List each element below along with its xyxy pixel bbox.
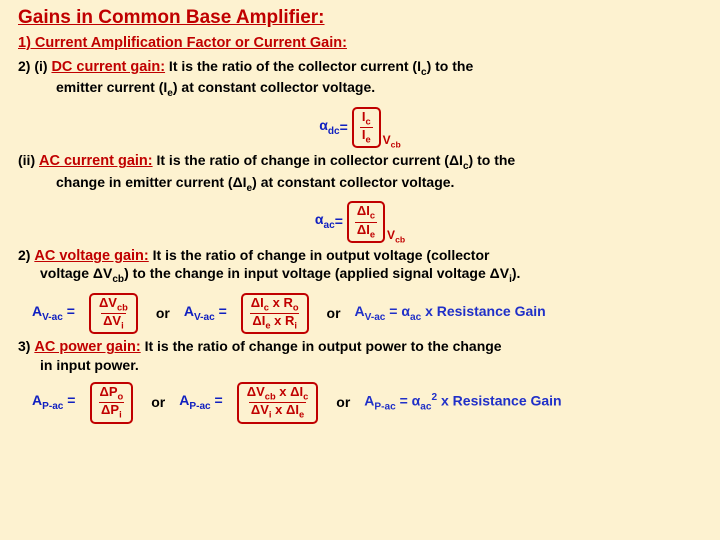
secP-line2: in input power.: [40, 357, 139, 373]
secP-def: It is the ratio of change in output powe…: [141, 338, 502, 354]
ap-1: AP-ac =: [32, 392, 76, 413]
sec2-line2a: emitter current (I: [56, 79, 167, 95]
frac-dpo-dpi: ΔPo ΔPi: [90, 382, 134, 424]
or-4: or: [336, 394, 350, 412]
or-1: or: [156, 305, 170, 323]
ap-alt: AP-ac = αac2 x Resistance Gain: [364, 392, 561, 414]
secP-prefix: 3): [18, 338, 34, 354]
frac-dic-die: ΔIc ΔIe: [347, 201, 385, 243]
sec2ii-prefix: (ii): [18, 152, 39, 168]
secV-label: AC voltage gain:: [34, 248, 148, 264]
or-3: or: [151, 394, 165, 412]
av-2: AV-ac =: [184, 303, 227, 324]
sec2-def-b: ) to the: [427, 58, 474, 74]
frac-ic-ie: Ic Ie: [352, 107, 381, 149]
formula-alpha-dc: αdc = Ic Ie Vcb: [18, 107, 702, 149]
slide-title: Gains in Common Base Amplifier:: [18, 6, 702, 30]
alpha-ac: αac: [315, 211, 335, 232]
section-2i: 2) (i) DC current gain: It is the ratio …: [18, 58, 702, 101]
alpha-dc: αdc: [319, 117, 339, 138]
secV-line2: voltage ΔVcb) to the change in input vol…: [40, 265, 520, 281]
section-2ii: (ii) AC current gain: It is the ratio of…: [18, 152, 702, 195]
secP-label: AC power gain:: [34, 339, 140, 355]
sec2ii-def-a: It is the ratio of change in collector c…: [153, 152, 463, 168]
frac-dic-ro: ΔIc x Ro ΔIe x Ri: [241, 293, 309, 335]
sec2ii-line2b: ) at constant collector voltage.: [252, 174, 454, 190]
slide: Gains in Common Base Amplifier: 1) Curre…: [0, 0, 720, 434]
frac-dvcb-dvi: ΔVcb ΔVi: [89, 293, 138, 335]
av-alt: AV-ac = αac x Resistance Gain: [355, 303, 546, 324]
ap-2: AP-ac =: [179, 392, 223, 413]
sec1-label: 1) Current Amplification Factor or Curre…: [18, 35, 347, 51]
eq2: =: [335, 213, 343, 231]
sec2-line2b: ) at constant collector voltage.: [173, 79, 375, 95]
sec2-def-a: It is the ratio of the collector current…: [165, 58, 421, 74]
secV-prefix: 2): [18, 247, 34, 263]
sec2-prefix: 2) (i): [18, 58, 51, 74]
section-voltage: 2) AC voltage gain: It is the ratio of c…: [18, 247, 702, 287]
formula-ap: AP-ac = ΔPo ΔPi or AP-ac = ΔVcb x ΔIc ΔV…: [18, 382, 702, 424]
section-1: 1) Current Amplification Factor or Curre…: [18, 34, 702, 52]
av-1: AV-ac =: [32, 303, 75, 324]
section-power: 3) AC power gain: It is the ratio of cha…: [18, 338, 702, 374]
or-2: or: [327, 305, 341, 323]
sec2ii-label: AC current gain:: [39, 153, 153, 169]
sec2ii-def-b: ) to the: [469, 152, 516, 168]
vcb-1: Vcb: [383, 133, 401, 150]
frac-dvcb-dic: ΔVcb x ΔIc ΔVi x ΔIe: [237, 382, 319, 424]
vcb-2: Vcb: [387, 228, 405, 245]
sec2-label: DC current gain:: [51, 59, 165, 75]
sec2ii-line2a: change in emitter current (ΔI: [56, 174, 247, 190]
formula-av: AV-ac = ΔVcb ΔVi or AV-ac = ΔIc x Ro ΔIe…: [18, 293, 702, 335]
secV-def-a: It is the ratio of change in output volt…: [149, 247, 490, 263]
formula-alpha-ac: αac = ΔIc ΔIe Vcb: [18, 201, 702, 243]
eq1: =: [340, 119, 348, 137]
